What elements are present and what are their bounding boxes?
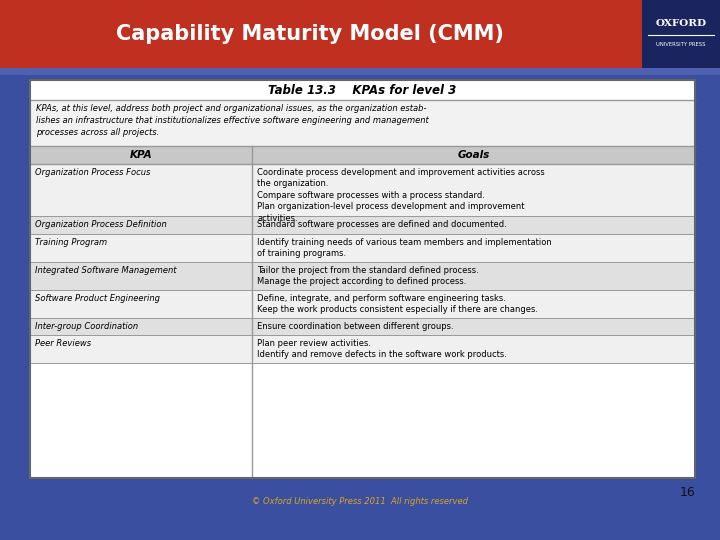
Bar: [30, 146, 695, 164]
Text: Software Product Engineering: Software Product Engineering: [35, 294, 160, 303]
Text: Plan peer review activities.
Identify and remove defects in the software work pr: Plan peer review activities. Identify an…: [257, 339, 507, 360]
Text: Define, integrate, and perform software engineering tasks.
Keep the work product: Define, integrate, and perform software …: [257, 294, 538, 314]
Text: Coordinate process development and improvement activities across
the organizatio: Coordinate process development and impro…: [257, 168, 545, 223]
Text: Tailor the project from the standard defined process.
Manage the project accordi: Tailor the project from the standard def…: [257, 266, 479, 286]
Text: OXFORD: OXFORD: [655, 19, 706, 28]
Text: Goals: Goals: [457, 150, 490, 160]
Bar: [30, 164, 695, 216]
Text: Training Program: Training Program: [35, 238, 107, 247]
Bar: [30, 216, 695, 234]
Bar: [30, 262, 695, 290]
Bar: [30, 335, 695, 363]
Text: Organization Process Focus: Organization Process Focus: [35, 168, 150, 177]
Text: Table 13.3    KPAs for level 3: Table 13.3 KPAs for level 3: [269, 84, 456, 97]
Bar: [30, 234, 695, 262]
Bar: [0, 0, 720, 68]
Text: 16: 16: [679, 485, 695, 498]
Text: Standard software processes are defined and documented.: Standard software processes are defined …: [257, 220, 507, 229]
Bar: [642, 0, 720, 68]
Text: Peer Reviews: Peer Reviews: [35, 339, 91, 348]
Text: Identify training needs of various team members and implementation
of training p: Identify training needs of various team …: [257, 238, 552, 259]
Text: Capability Maturity Model (CMM): Capability Maturity Model (CMM): [116, 24, 504, 44]
Text: UNIVERSITY PRESS: UNIVERSITY PRESS: [656, 42, 706, 46]
Text: Integrated Software Management: Integrated Software Management: [35, 266, 176, 275]
Text: Organization Process Definition: Organization Process Definition: [35, 220, 167, 229]
Bar: [30, 290, 695, 318]
Text: Inter-group Coordination: Inter-group Coordination: [35, 322, 138, 331]
Text: © Oxford University Press 2011  All rights reserved: © Oxford University Press 2011 All right…: [252, 497, 468, 507]
Bar: [0, 68, 720, 75]
Bar: [30, 80, 695, 478]
Text: Ensure coordination between different groups.: Ensure coordination between different gr…: [257, 322, 454, 331]
Bar: [30, 100, 695, 146]
Text: KPAs, at this level, address both project and organizational issues, as the orga: KPAs, at this level, address both projec…: [36, 104, 428, 137]
Bar: [30, 318, 695, 335]
Bar: [30, 80, 695, 478]
Text: KPA: KPA: [130, 150, 153, 160]
